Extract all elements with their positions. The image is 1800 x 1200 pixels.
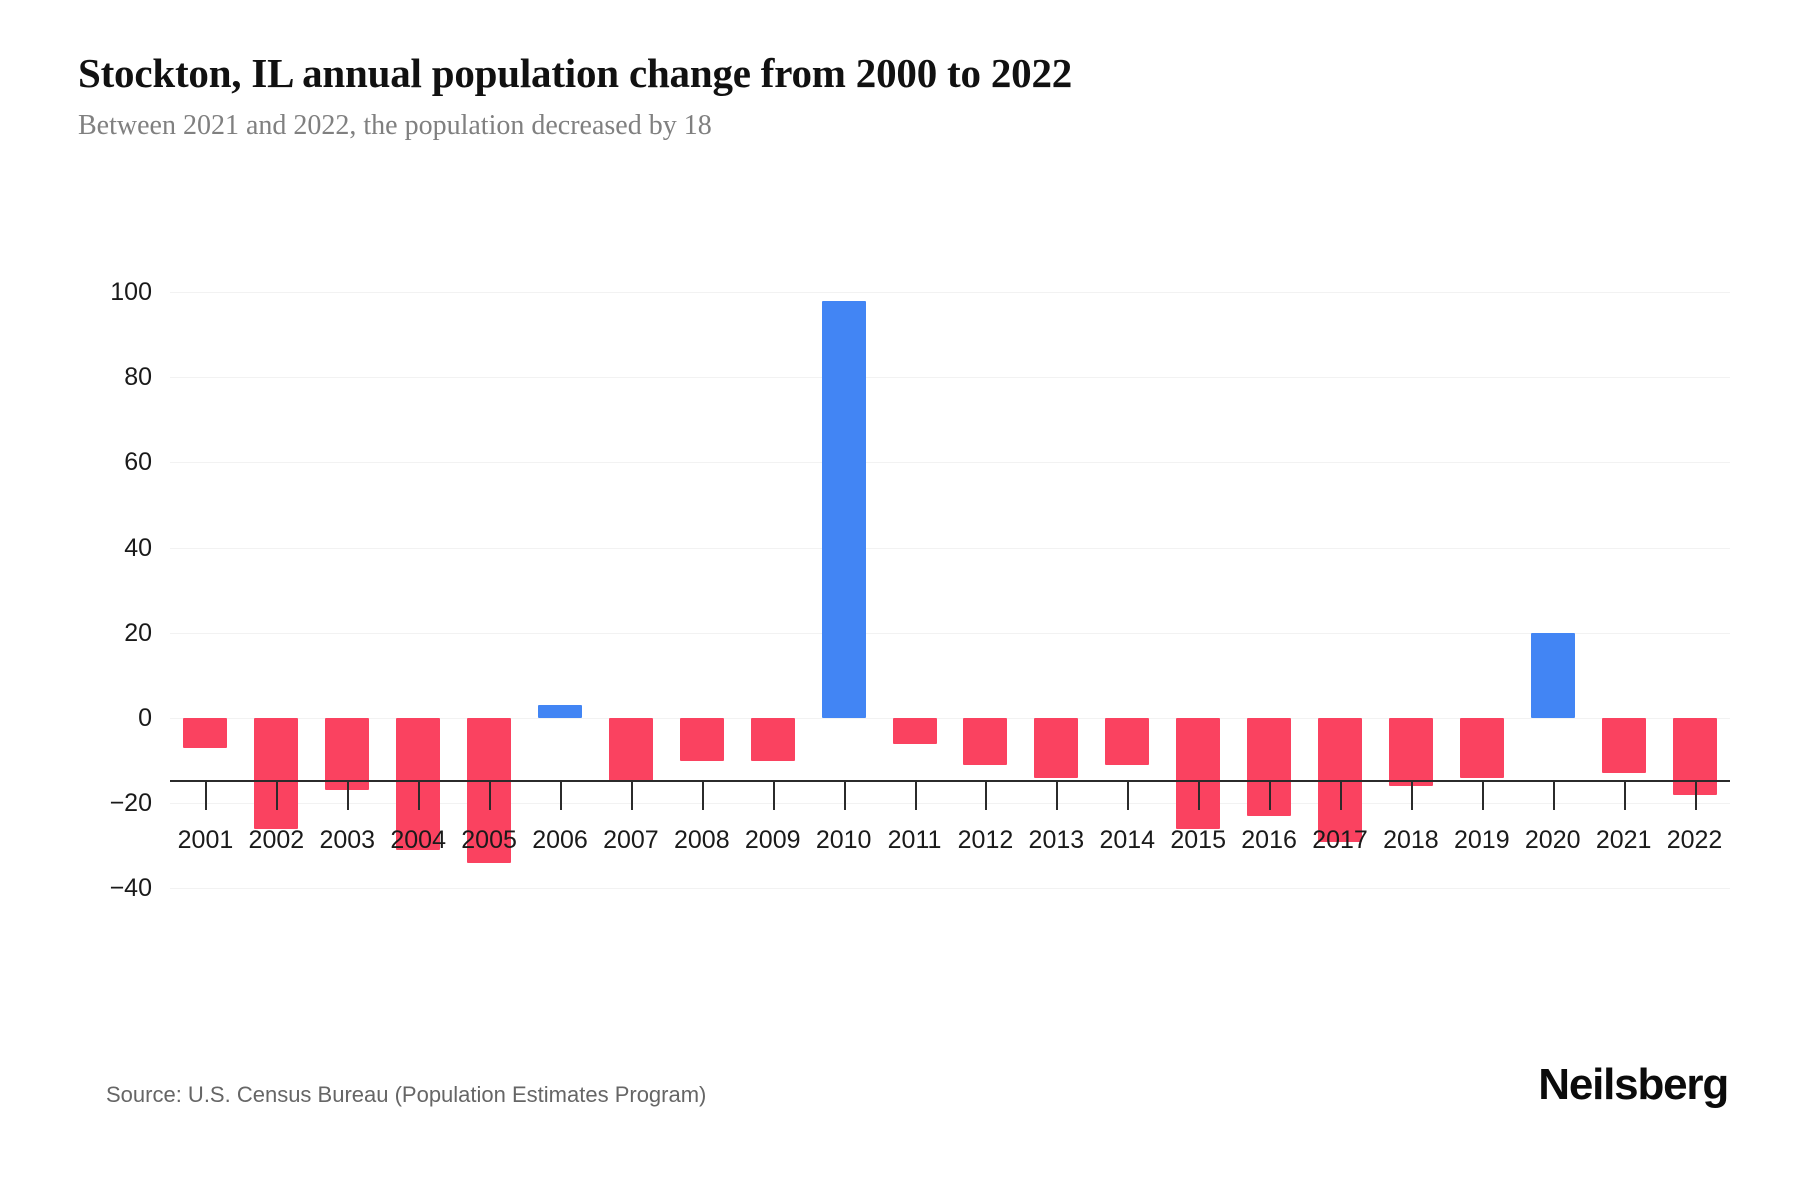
y-axis-tick-label: 40 [124,533,152,562]
bar-2013[interactable] [1034,718,1079,778]
x-axis-tick-mark [1552,782,1555,810]
bar-2014[interactable] [1105,718,1150,765]
bar-2001[interactable] [183,718,228,748]
x-axis-tick-label: 2009 [744,826,801,854]
x-axis-tick-label: 2018 [1383,826,1439,854]
page-title: Stockton, IL annual population change fr… [78,50,1073,96]
gridline [170,292,1730,293]
x-axis-tick-label: 2019 [1454,826,1510,854]
chart-header: Stockton, IL annual population change fr… [78,48,1728,144]
bar-2010[interactable] [821,300,866,718]
x-axis-tick-label: 2008 [674,826,730,854]
y-axis-tick-label: 0 [138,704,152,732]
x-axis-tick-label: 2013 [1028,826,1085,854]
x-axis-tick-mark [914,782,917,810]
bar-2007[interactable] [608,718,653,782]
x-axis-tick-mark [489,782,492,810]
x-axis-tick-label: 2020 [1524,826,1581,854]
x-axis-tick-mark [347,782,350,810]
x-axis-tick-mark [1127,782,1130,810]
plot-area: −40 −20 0 20 40 60 80 100 2001 2002 2003 2004 2005 2… [0,230,1800,1010]
bar-2020[interactable] [1530,632,1575,718]
x-axis-tick-label: 2001 [177,826,234,854]
y-axis-tick-label: 100 [110,278,152,306]
x-axis-tick-label: 2005 [461,826,517,854]
bar-2002[interactable] [254,718,299,829]
x-axis-tick-label: 2010 [815,826,872,854]
x-axis-tick-label: 2004 [390,826,446,854]
x-axis-tick-mark [418,782,421,810]
x-axis-tick-label: 2021 [1595,826,1652,854]
x-axis-tick-mark [1340,782,1342,810]
gridline [170,632,1730,634]
bar-2008[interactable] [679,718,724,761]
x-axis-tick-label: 2017 [1312,826,1368,854]
x-axis-tick-mark [772,782,775,810]
x-axis-tick-mark [701,782,704,810]
x-axis-tick-mark [1056,782,1059,810]
y-axis-tick-label: 20 [124,618,152,647]
bar-2018[interactable] [1388,718,1433,787]
x-axis-tick-mark [1481,782,1484,810]
bar-2003[interactable] [325,718,370,791]
x-axis-tick-label: 2012 [957,826,1014,854]
y-axis-tick-label: 80 [124,363,152,392]
gridline [170,888,1730,890]
bar-2009[interactable] [750,718,795,761]
x-axis-tick-mark [276,782,279,810]
x-axis-tick-label: 2015 [1170,826,1226,854]
chart-subtitle: Between 2021 and 2022, the population de… [78,110,712,141]
x-axis-tick-label: 2016 [1241,826,1297,854]
bar-2017[interactable] [1318,718,1362,842]
x-axis-tick-mark [1269,782,1272,810]
x-axis-line [170,780,1730,782]
x-axis-tick-mark [1410,782,1413,810]
gridline [170,377,1730,379]
x-axis-tick-mark [843,782,846,810]
x-axis-tick-mark [560,782,562,810]
bar-2011[interactable] [892,718,937,744]
bar-2004[interactable] [396,718,441,851]
x-axis-tick-label: 2003 [319,826,376,854]
x-axis-tick-mark [205,782,208,810]
bar-2005[interactable] [467,718,512,863]
x-axis-tick-mark [1694,782,1697,810]
x-axis-tick-mark [1198,782,1201,810]
x-axis-tick-label: 2002 [248,826,305,854]
x-axis-tick-mark [630,782,633,810]
x-axis-tick-label: 2014 [1099,826,1156,854]
gridline [170,462,1730,464]
bar-2012[interactable] [963,718,1008,765]
x-axis-tick-label: 2006 [532,826,588,854]
bars-group [170,230,1730,1010]
x-axis-tick-label: 2007 [603,826,659,854]
gridline [170,803,1730,805]
bar-2015[interactable] [1176,718,1221,829]
y-axis-tick-label: 60 [124,448,152,477]
bar-2021[interactable] [1601,718,1646,774]
bar-2006[interactable] [538,705,582,718]
y-axis-tick-label: −20 [109,789,152,818]
x-axis-tick-label: 2022 [1666,826,1723,854]
y-axis-tick-label: −40 [109,874,152,903]
x-axis-tick-mark [985,782,988,810]
gridline [170,547,1730,549]
source-note: Source: U.S. Census Bureau (Population E… [106,1082,707,1107]
bar-2019[interactable] [1459,718,1504,778]
bar-2016[interactable] [1247,718,1292,816]
brand-logo: Neilsberg [1538,1060,1729,1109]
x-axis-tick-label: 2011 [887,826,942,854]
gridline [170,718,1730,719]
x-axis-tick-mark [1623,782,1626,810]
